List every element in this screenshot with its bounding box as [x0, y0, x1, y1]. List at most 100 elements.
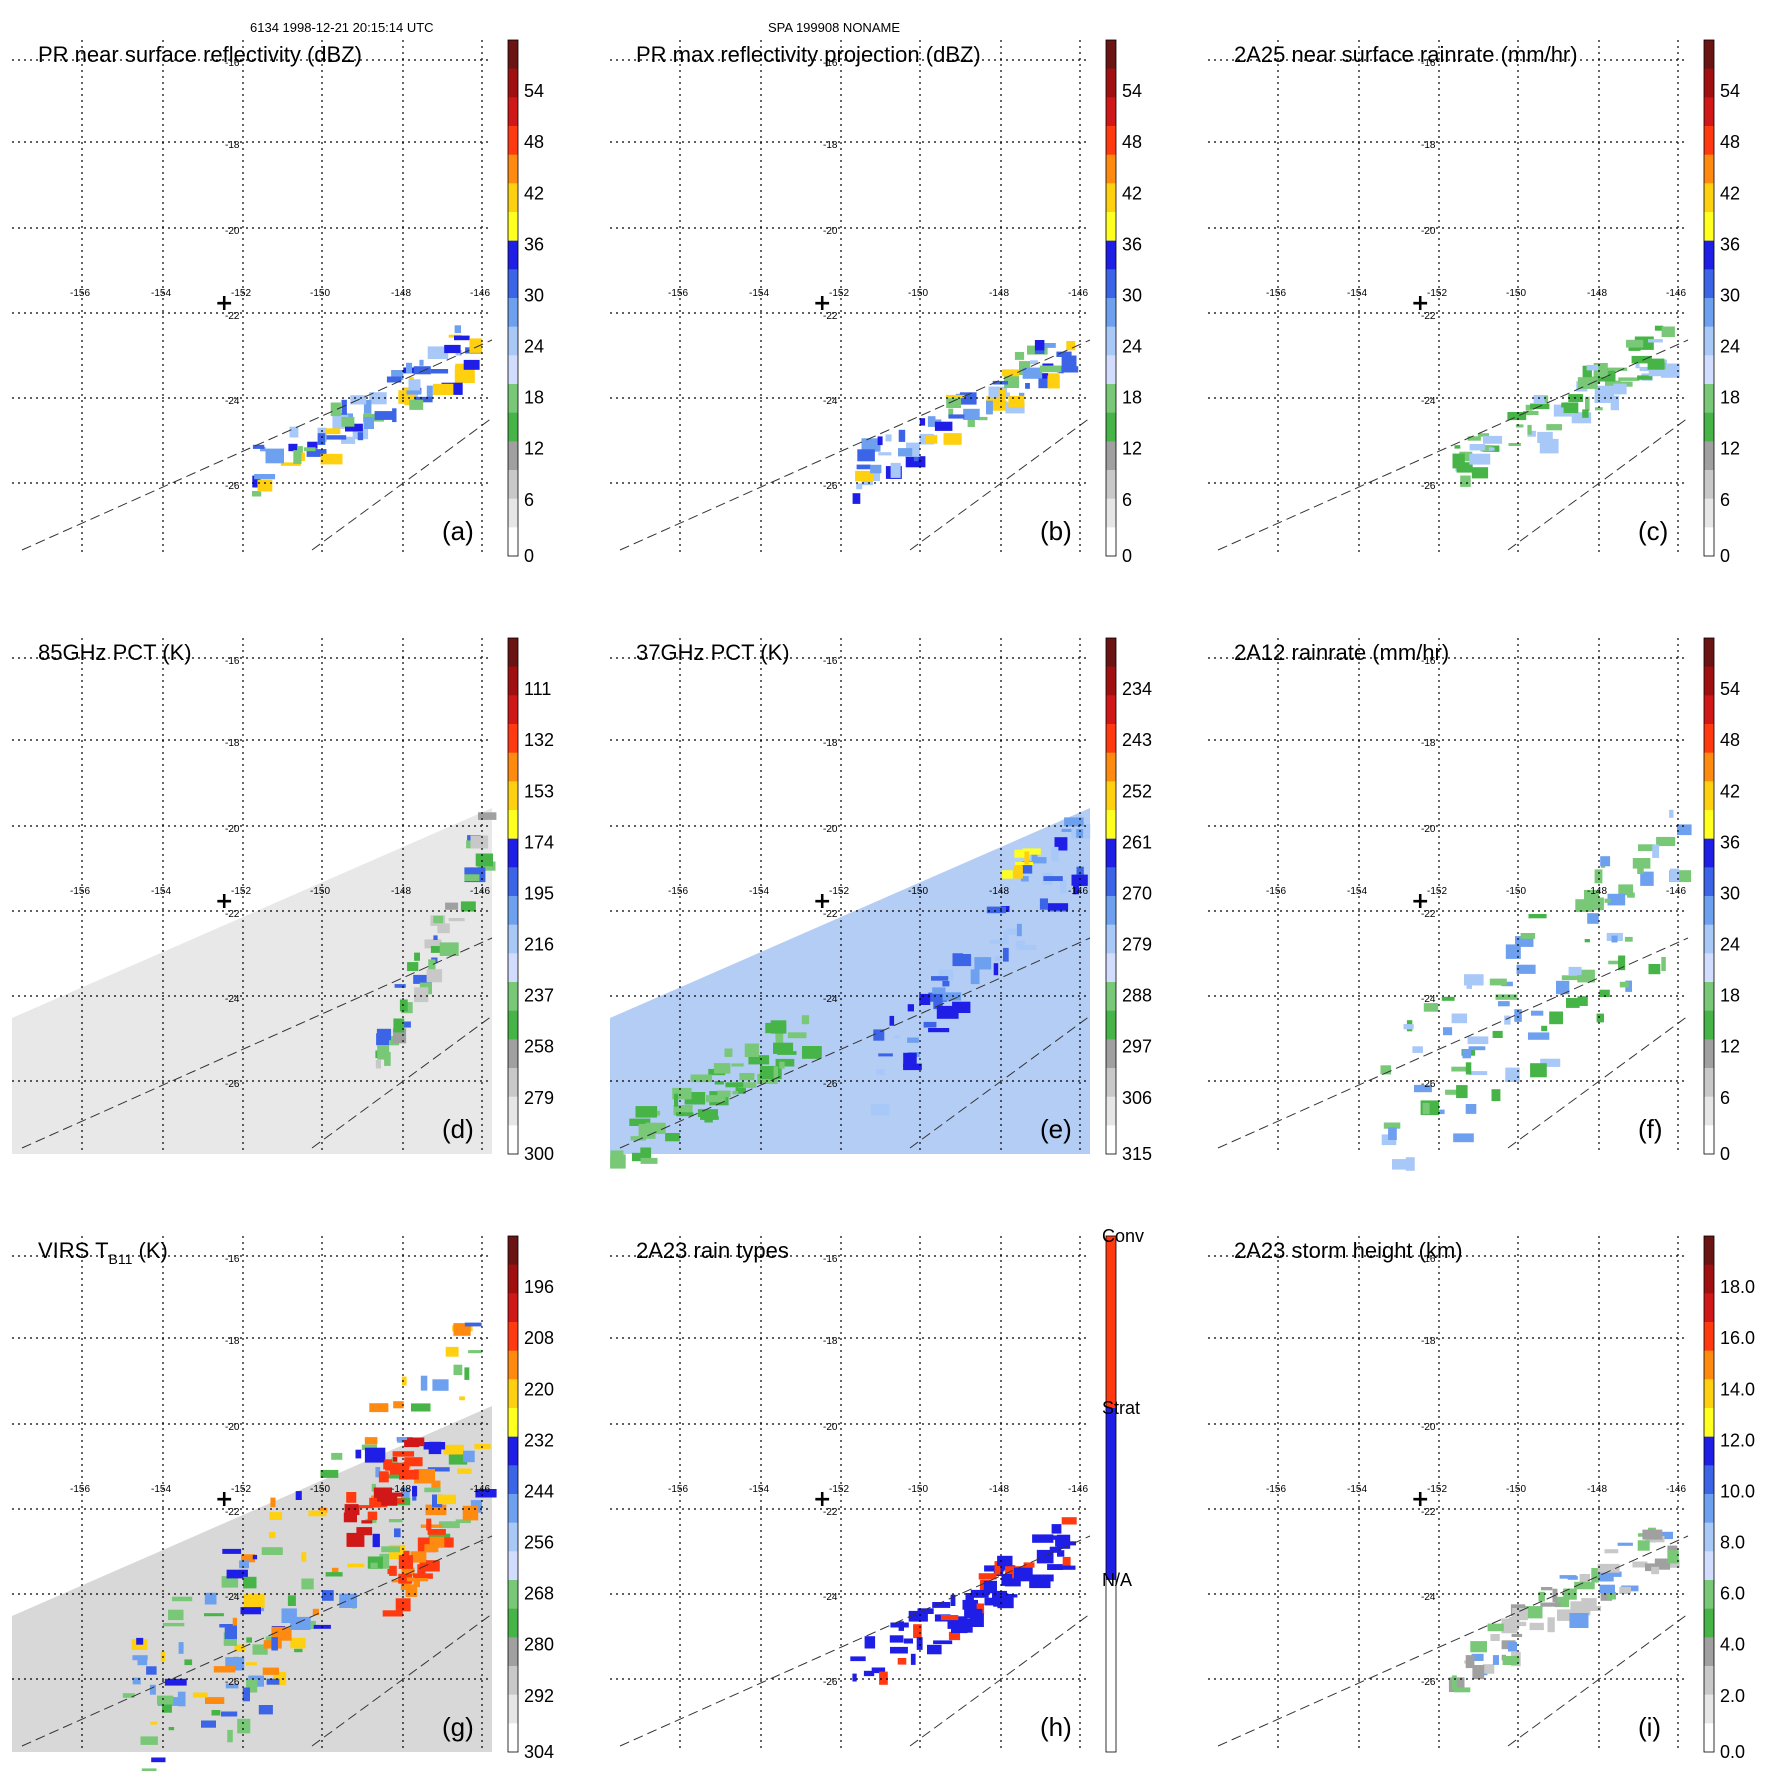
field-pixel: [257, 479, 273, 492]
field-pixel: [294, 1648, 303, 1653]
colorbar-tick-label: 237: [524, 986, 554, 1006]
field-pixel: [1061, 828, 1072, 832]
field-pixel: [448, 1453, 468, 1465]
field-pixel: [331, 1452, 343, 1460]
field-pixel: [932, 1602, 951, 1608]
field-pixel: [897, 1658, 907, 1665]
lat-label: -22: [1421, 311, 1436, 322]
colorbar-tick-label: 232: [524, 1430, 554, 1450]
field-pixel: [355, 1449, 362, 1459]
colorbar-segment: [1106, 68, 1116, 98]
colorbar-tick-label: 18: [1122, 388, 1142, 408]
field-pixel: [1661, 326, 1675, 337]
lon-label: -154: [151, 886, 171, 897]
field-pixel: [1038, 343, 1056, 348]
field-pixel: [1468, 1046, 1486, 1051]
field-pixel: [407, 1567, 415, 1576]
lat-label: -18: [823, 140, 838, 151]
lat-label: -22: [1421, 909, 1436, 920]
swath-edge: [311, 1015, 493, 1149]
field-pixel: [1380, 1065, 1392, 1075]
field-pixel: [1031, 853, 1038, 859]
colorbar-tick-label: 297: [1122, 1037, 1152, 1057]
field-pixel: [425, 1504, 447, 1516]
colorbar-segment: [508, 412, 518, 442]
colorbar-tick-label: 14.0: [1720, 1379, 1755, 1399]
colorbar-segment: [1106, 1068, 1116, 1098]
field-pixel: [905, 456, 926, 468]
field-pixel: [1632, 858, 1651, 869]
field-pixel: [470, 835, 489, 849]
field-pixel: [426, 969, 443, 983]
field-pixel: [1065, 1541, 1076, 1546]
field-pixel: [913, 457, 919, 462]
field-pixel: [325, 1572, 343, 1577]
lon-label: -154: [749, 1484, 769, 1495]
colorbar-segment: [1704, 1551, 1714, 1581]
field-pixel: [1631, 355, 1652, 364]
colorbar-tick-label: 12.0: [1720, 1430, 1755, 1450]
map-grid: [12, 1236, 492, 1752]
field-pixel: [1610, 395, 1619, 411]
field-pixel: [1541, 1587, 1553, 1591]
field-pixel: [1030, 360, 1038, 365]
colorbar-segment: [508, 1236, 518, 1266]
colorbar-tick-label: 195: [524, 883, 554, 903]
field-pixel: [1531, 1010, 1544, 1016]
field-pixel: [427, 1529, 446, 1535]
lat-label: -26: [823, 1677, 838, 1688]
colorbar-segment: [1704, 695, 1714, 725]
panel-b: -156 -154 -152 -150 -148 -146 -16 -18 -20 -22 -24 -…: [610, 39, 1142, 566]
field-pixel: [1460, 475, 1471, 487]
colorbar-segment: [1704, 1637, 1714, 1667]
field-pixel: [1403, 1024, 1414, 1030]
colorbar-tick-label: 270: [1122, 883, 1152, 903]
field-pixel: [1582, 365, 1592, 378]
field-pixel: [426, 1518, 432, 1531]
swath-edge: [311, 417, 493, 551]
lat-label: -18: [1421, 140, 1436, 151]
field-pixel: [429, 1536, 445, 1548]
field-pixel: [403, 1021, 411, 1028]
field-pixel: [386, 376, 402, 383]
lon-label: -156: [70, 288, 90, 299]
colorbar-frame: [1703, 1235, 1715, 1753]
lat-label: -24: [823, 994, 838, 1005]
field-pixel: [1594, 869, 1603, 884]
field-pixel: [1505, 1067, 1520, 1082]
field-pixel: [1451, 1066, 1468, 1072]
colorbar-tick-label: 258: [524, 1037, 554, 1057]
colorbar-frame: [1105, 637, 1117, 1155]
field-pixel: [346, 1492, 357, 1503]
field-pixel: [243, 1576, 257, 1589]
field-pixel: [391, 1579, 401, 1583]
map-grid: [1208, 638, 1688, 1154]
lon-label: -154: [1347, 288, 1367, 299]
field-pixel: [1607, 893, 1626, 906]
field-pixel: [478, 812, 497, 820]
field-pixel: [903, 1638, 913, 1644]
field-pixel: [890, 1646, 908, 1654]
scan-area: [12, 808, 492, 1154]
field-pixel: [146, 1666, 157, 1675]
field-pixel: [1637, 1540, 1650, 1551]
colorbar-tick-label: 132: [524, 730, 554, 750]
colorbar-segment: [508, 666, 518, 696]
field-layer: [252, 325, 483, 497]
field-pixel: [439, 942, 459, 956]
colorbar-segment: [1704, 97, 1714, 127]
lat-label: -24: [1421, 1592, 1436, 1603]
field-pixel: [457, 1468, 472, 1474]
field-pixel: [1669, 870, 1692, 883]
field-pixel: [1640, 871, 1654, 886]
panel-title: 37GHz PCT (K): [636, 640, 790, 665]
colorbar-segment: [508, 1125, 518, 1155]
field-pixel: [1024, 851, 1030, 865]
colorbar-frame: [507, 1235, 519, 1753]
lon-label: -150: [908, 288, 928, 299]
field-pixel: [1487, 1623, 1504, 1632]
field-pixel: [172, 1596, 193, 1602]
field-pixel: [149, 1684, 156, 1695]
field-pixel: [391, 370, 404, 381]
field-pixel: [967, 414, 975, 427]
